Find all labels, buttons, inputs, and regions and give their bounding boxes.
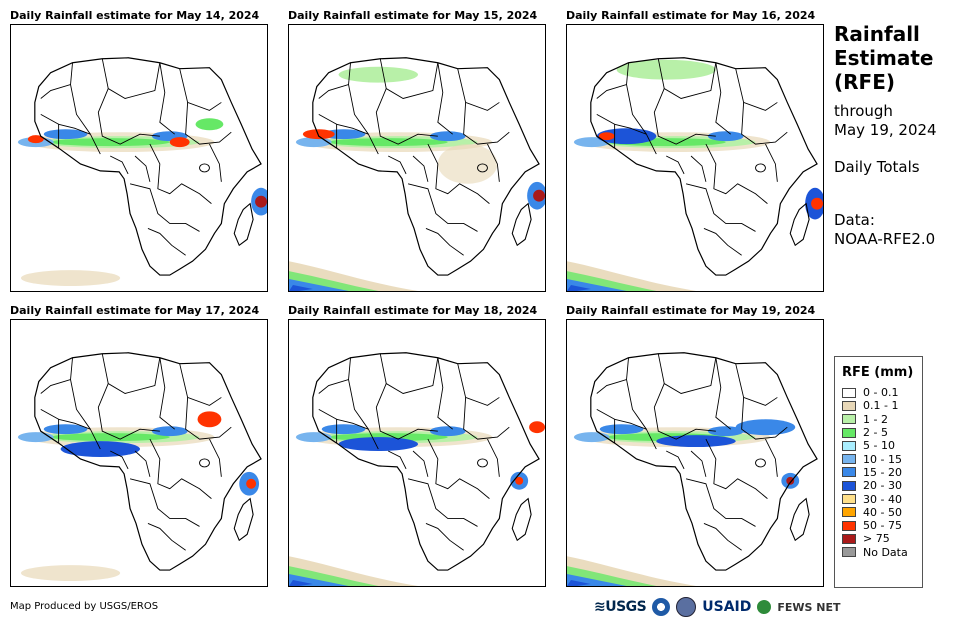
- rfe-title-line-3: (RFE): [834, 70, 896, 94]
- legend-swatch: [842, 480, 856, 491]
- legend-label: > 75: [863, 532, 890, 546]
- legend-item: 50 - 75: [842, 519, 916, 532]
- rainfall-map: [10, 24, 268, 292]
- legend-swatch: [842, 400, 856, 411]
- legend-label: 1 - 2: [863, 412, 888, 426]
- legend-item: > 75: [842, 532, 916, 545]
- legend-item: 20 - 30: [842, 479, 916, 492]
- rainfall-map-panel-may-15: Daily Rainfall estimate for May 15, 2024: [288, 9, 546, 292]
- legend-label: 15 - 20: [863, 465, 902, 479]
- legend-swatch: [842, 454, 856, 465]
- rainfall-map-panel-may-14: Daily Rainfall estimate for May 14, 2024: [10, 9, 268, 292]
- rainfall-map: [288, 319, 546, 587]
- legend-label: 0 - 0.1: [863, 386, 899, 400]
- fewsnet-logo: FEWS NET: [777, 600, 841, 614]
- through-date: May 19, 2024: [834, 121, 937, 139]
- legend-swatch: [842, 467, 856, 478]
- legend-swatch: [842, 494, 856, 505]
- legend-swatch: [842, 533, 856, 544]
- rainfall-map-panel-may-18: Daily Rainfall estimate for May 18, 2024: [288, 304, 546, 587]
- legend-item: 15 - 20: [842, 466, 916, 479]
- legend-label: 30 - 40: [863, 492, 902, 506]
- daily-totals-label: Daily Totals: [834, 158, 920, 176]
- rainfall-map-panel-may-19: Daily Rainfall estimate for May 19, 2024: [566, 304, 824, 587]
- rainfall-map-panel-may-16: Daily Rainfall estimate for May 16, 2024: [566, 9, 824, 292]
- agency-logos: ≋USGS USAID FEWS NET: [594, 597, 841, 617]
- rainfall-map-panel-may-17: Daily Rainfall estimate for May 17, 2024: [10, 304, 268, 587]
- legend-item: 40 - 50: [842, 506, 916, 519]
- legend-item: 30 - 40: [842, 492, 916, 506]
- legend-item: 0 - 0.1: [842, 386, 916, 399]
- rfe-title-line-2: Estimate: [834, 46, 934, 70]
- legend-swatch: [842, 427, 856, 438]
- rainfall-map: [10, 319, 268, 587]
- legend-label: 2 - 5: [863, 426, 888, 440]
- data-label: Data:: [834, 211, 875, 229]
- rainfall-map: [288, 24, 546, 292]
- rainfall-map: [566, 319, 824, 587]
- legend-item: 2 - 5: [842, 426, 916, 439]
- panel-title: Daily Rainfall estimate for May 18, 2024: [288, 304, 538, 317]
- panel-title: Daily Rainfall estimate for May 15, 2024: [288, 9, 538, 22]
- legend-swatch: [842, 414, 856, 425]
- legend-swatch: [842, 387, 856, 398]
- rainfall-map: [566, 24, 824, 292]
- usgs-logo: ≋USGS: [594, 599, 647, 615]
- legend-label: 40 - 50: [863, 505, 902, 519]
- legend-item: 0.1 - 1: [842, 399, 916, 412]
- legend-label: No Data: [863, 545, 908, 559]
- legend-item: 1 - 2: [842, 413, 916, 426]
- legend-label: 50 - 75: [863, 519, 902, 533]
- legend-label: 5 - 10: [863, 439, 895, 453]
- panel-title: Daily Rainfall estimate for May 16, 2024: [566, 9, 816, 22]
- nasa-logo-icon: [676, 597, 697, 617]
- legend-label: 20 - 30: [863, 479, 902, 493]
- legend-swatch: [842, 440, 856, 451]
- legend-swatch: [842, 507, 856, 518]
- legend-swatch: [842, 520, 856, 531]
- map-credit: Map Produced by USGS/EROS: [10, 601, 159, 612]
- legend-label: 10 - 15: [863, 452, 902, 466]
- legend-item: 10 - 15: [842, 452, 916, 466]
- panel-title: Daily Rainfall estimate for May 14, 2024: [10, 9, 260, 22]
- noaa-logo-icon: [652, 598, 671, 616]
- legend-label: 0.1 - 1: [863, 399, 899, 413]
- legend-item: No Data: [842, 546, 916, 559]
- legend-item: 5 - 10: [842, 439, 916, 452]
- side-info: Rainfall Estimate (RFE) through May 19, …: [834, 22, 964, 249]
- data-source: NOAA-RFE2.0: [834, 230, 936, 248]
- panel-title: Daily Rainfall estimate for May 17, 2024: [10, 304, 260, 317]
- rfe-title-line-1: Rainfall: [834, 22, 920, 46]
- fewsnet-globe-icon: [757, 600, 772, 614]
- through-label: through: [834, 102, 893, 120]
- legend-title: RFE (mm): [842, 365, 914, 380]
- usaid-logo: USAID: [702, 599, 752, 615]
- legend-swatch: [842, 547, 856, 558]
- panel-title: Daily Rainfall estimate for May 19, 2024: [566, 304, 816, 317]
